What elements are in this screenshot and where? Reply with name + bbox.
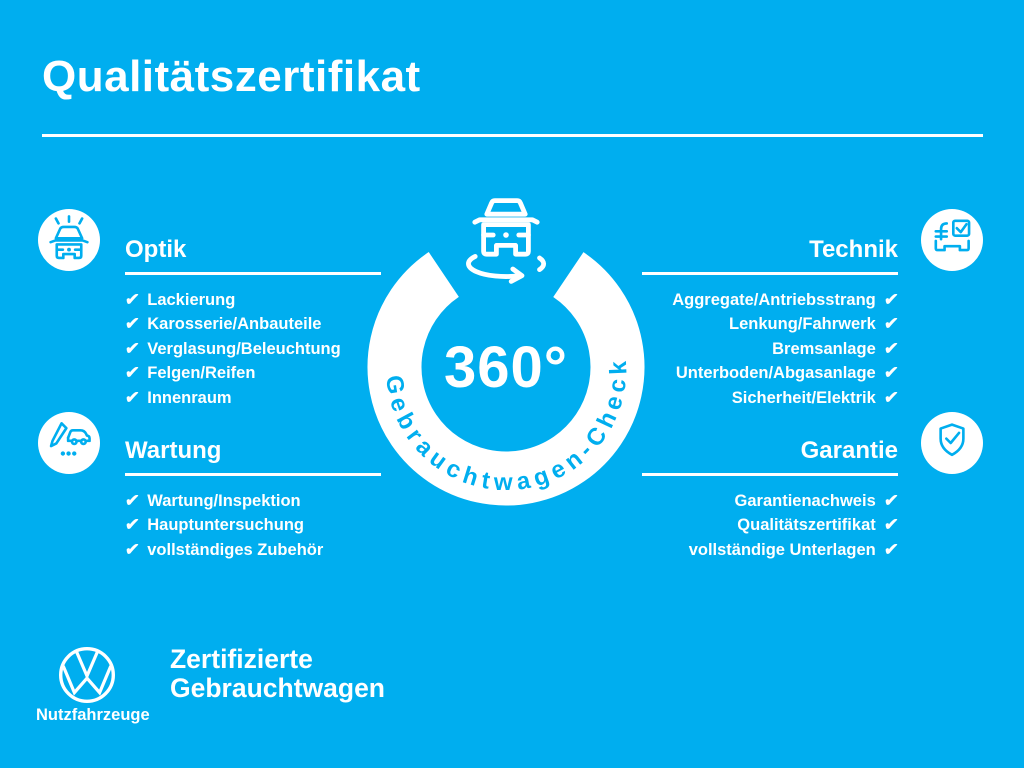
check-item-label: Verglasung/Beleuchtung xyxy=(147,339,341,358)
check-item-label: Bremsanlage xyxy=(772,339,876,358)
check-icon: ✔ xyxy=(882,539,900,559)
check-icon: ✔ xyxy=(124,539,141,559)
check-item-label: Qualitätszertifikat xyxy=(737,516,876,534)
check-item-label: Lackierung xyxy=(147,290,236,309)
check-item-label: Felgen/Reifen xyxy=(147,364,256,382)
check-icon: ✔ xyxy=(124,387,141,407)
check-icon: ✔ xyxy=(882,387,900,407)
section-optik: Optik ✔ Lackierung ✔ Karosserie/Anbauteile… xyxy=(124,236,381,411)
section-garantie: Garantie Garantienachweis ✔ Qualitätszert… xyxy=(642,437,900,563)
check-icon: ✔ xyxy=(124,289,141,309)
check-item: Bremsanlage ✔ xyxy=(642,337,900,362)
section-wartung: Wartung ✔ Wartung/Inspektion ✔ Hauptunters… xyxy=(124,437,381,563)
check-item: Qualitätszertifikat ✔ xyxy=(642,513,900,538)
check-item-label: Aggregate/Antriebsstrang xyxy=(672,290,876,309)
section-wartung-title: Wartung xyxy=(125,437,222,464)
check-item: Garantienachweis ✔ xyxy=(642,489,900,514)
footer-tagline-line2: Gebrauchtwagen xyxy=(170,672,385,703)
garantie-icon-badge xyxy=(921,412,983,474)
check-icon: ✔ xyxy=(124,338,141,358)
check-item-label: Garantienachweis xyxy=(734,491,876,510)
check-item: ✔ Felgen/Reifen xyxy=(124,361,381,386)
check-icon: ✔ xyxy=(882,363,900,382)
brand-sub-label: Nutzfahrzeuge xyxy=(36,706,150,724)
badge-degrees-label: 360° xyxy=(444,335,568,400)
technik-icon-badge xyxy=(921,209,983,271)
check-item: Aggregate/Antriebsstrang ✔ xyxy=(642,288,900,313)
check-item: ✔ Innenraum xyxy=(124,386,381,411)
rotating-van-icon xyxy=(466,198,546,284)
check-item-label: Sicherheit/Elektrik xyxy=(731,388,876,407)
check-item-label: Innenraum xyxy=(147,388,232,407)
section-garantie-divider xyxy=(642,473,898,476)
check-item-label: Wartung/Inspektion xyxy=(147,491,301,510)
check-item: Sicherheit/Elektrik ✔ xyxy=(642,386,900,411)
check-item: ✔ Karosserie/Anbauteile xyxy=(124,312,381,337)
check-item: ✔ Lackierung xyxy=(124,288,381,313)
title-divider xyxy=(42,134,983,137)
section-technik-title: Technik xyxy=(809,236,898,263)
check-item-label: Unterboden/Abgasanlage xyxy=(675,364,876,382)
vw-logo xyxy=(59,647,115,703)
check-item-label: vollständiges Zubehör xyxy=(147,540,324,559)
check-icon: ✔ xyxy=(124,363,141,382)
check-icon: ✔ xyxy=(124,314,141,333)
check-item-label: vollständige Unterlagen xyxy=(688,540,876,559)
check-item-label: Karosserie/Anbauteile xyxy=(147,315,322,333)
car-checklist-icon xyxy=(934,219,971,252)
section-wartung-divider xyxy=(125,473,381,476)
check-item-label: Hauptuntersuchung xyxy=(147,516,304,534)
optik-icon-badge xyxy=(38,209,100,271)
check-item: ✔ vollständiges Zubehör xyxy=(124,538,381,563)
check-item: vollständige Unterlagen ✔ xyxy=(642,538,900,563)
section-technik: Technik Aggregate/Antriebsstrang ✔ Lenkun… xyxy=(642,236,900,411)
section-optik-divider xyxy=(125,272,381,275)
wartung-icon-badge xyxy=(38,412,100,474)
check-icon: ✔ xyxy=(124,490,141,510)
check-icon: ✔ xyxy=(882,515,900,534)
section-optik-title: Optik xyxy=(125,236,187,263)
check-icon: ✔ xyxy=(882,314,900,333)
360-check-badge: Gebrauchtwagen-Check 360° xyxy=(367,198,645,506)
badge-ring xyxy=(367,228,645,506)
check-icon: ✔ xyxy=(124,515,141,534)
shiny-car-icon xyxy=(49,215,89,260)
check-icon: ✔ xyxy=(882,289,900,309)
section-technik-divider xyxy=(642,272,898,275)
check-item: Unterboden/Abgasanlage ✔ xyxy=(642,361,900,386)
shield-check-icon xyxy=(939,423,965,457)
check-item: Lenkung/Fahrwerk ✔ xyxy=(642,312,900,337)
footer-tagline-line1: Zertifizierte xyxy=(170,644,313,674)
section-garantie-title: Garantie xyxy=(800,437,898,464)
check-item: ✔ Wartung/Inspektion xyxy=(124,489,381,514)
footer-tagline: Zertifizierte Gebrauchtwagen xyxy=(170,645,385,702)
check-item-label: Lenkung/Fahrwerk xyxy=(729,315,876,333)
page-title: Qualitätszertifikat xyxy=(42,52,421,101)
check-item: ✔ Verglasung/Beleuchtung xyxy=(124,337,381,362)
check-icon: ✔ xyxy=(882,338,900,358)
check-icon: ✔ xyxy=(882,490,900,510)
service-pencil-van-icon xyxy=(49,422,91,456)
check-item: ✔ Hauptuntersuchung xyxy=(124,513,381,538)
